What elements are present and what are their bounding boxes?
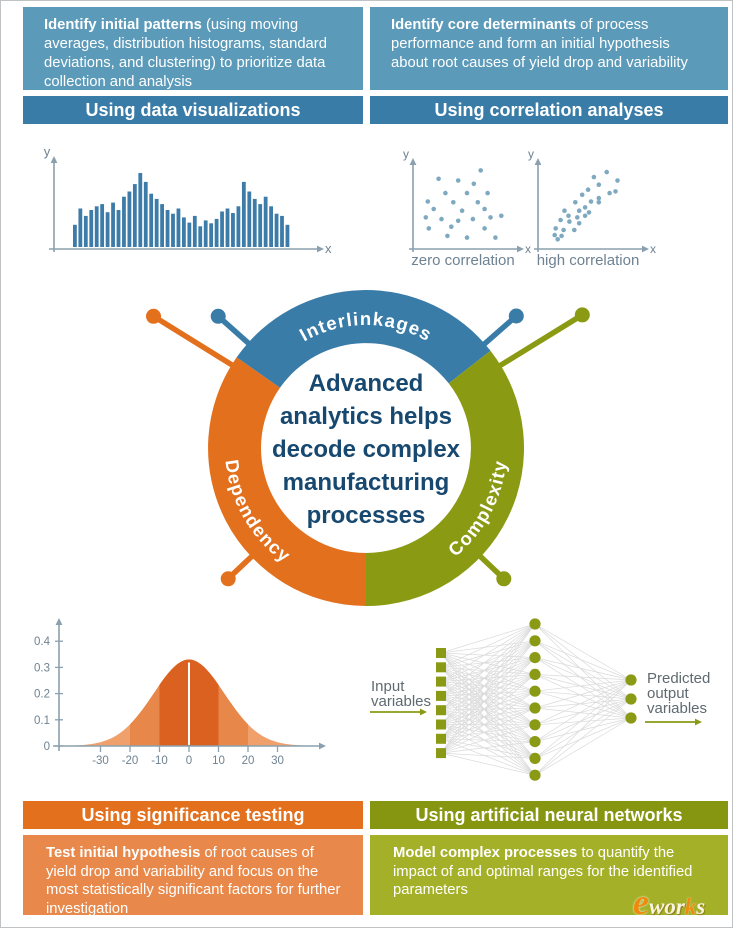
svg-text:0: 0 — [44, 741, 50, 753]
pin-dot — [496, 571, 512, 587]
pin-dot — [574, 307, 590, 323]
histogram-chart: yx — [44, 144, 332, 256]
logo-text: s — [696, 894, 706, 919]
svg-text:x: x — [325, 241, 332, 256]
description-lead: Identify initial patterns — [44, 17, 202, 33]
description-lead: Test initial hypothesis — [46, 845, 201, 861]
axis-arrow-icon — [50, 156, 58, 163]
nn-connections — [440, 623, 632, 776]
description-body: (using moving averages, distribution his… — [44, 17, 327, 90]
nn-nodes — [436, 618, 637, 781]
donut-segments — [208, 290, 525, 606]
svg-text:-30: -30 — [92, 755, 109, 767]
axis-arrow-icon — [695, 718, 702, 726]
description-data-visualizations: Identify initial patterns (using moving … — [23, 7, 363, 90]
scatter-plot: y x high correlation — [528, 147, 656, 269]
svg-text:zero correlation: zero correlation — [411, 252, 514, 269]
header-using-artificial-neural-networks: Using artificial neural networks — [370, 801, 728, 829]
svg-text:30: 30 — [271, 755, 284, 767]
svg-text:0.1: 0.1 — [34, 715, 50, 727]
header-using-correlation-analyses: Using correlation analyses — [370, 96, 728, 124]
axis-arrow-icon — [55, 618, 63, 625]
donut-center-line: analytics helps — [279, 403, 453, 430]
axis-arrow-icon — [317, 245, 324, 253]
axis-arrow-icon — [409, 158, 417, 165]
axis-arrow-icon — [319, 742, 326, 750]
donut-segment — [366, 350, 525, 606]
description-significance-testing: Test initial hypothesis of root causes o… — [23, 835, 363, 917]
svg-text:0.2: 0.2 — [34, 689, 50, 701]
svg-text:variables: variables — [371, 693, 431, 710]
svg-text:Predicted: Predicted — [647, 670, 710, 687]
header-using-significance-testing: Using significance testing — [23, 801, 363, 829]
svg-text:Input: Input — [371, 678, 405, 695]
description-lead: Identify core determinants — [391, 17, 577, 33]
donut-center-line: manufacturing — [282, 469, 450, 496]
svg-text:y: y — [403, 147, 409, 161]
description-body: of process performance and form an initi… — [391, 17, 688, 71]
scatter-charts: y x zero correlation y x high correlation — [403, 147, 656, 269]
pin-dot — [210, 308, 226, 324]
svg-text:y: y — [44, 144, 51, 159]
pin-dot — [146, 308, 161, 324]
donut-center-line: decode complex — [271, 436, 461, 463]
svg-text:0: 0 — [186, 755, 192, 767]
donut-center-line: processes — [306, 502, 426, 529]
svg-text:0.4: 0.4 — [34, 636, 51, 648]
donut-center-line: Advanced — [308, 370, 424, 397]
svg-text:x: x — [525, 242, 531, 256]
svg-text:variables: variables — [647, 700, 707, 717]
donut-center-text: Advanced analytics helps decode complex … — [236, 367, 496, 532]
eworks-logo: eworks — [633, 881, 705, 923]
svg-text:x: x — [650, 242, 656, 256]
header-using-data-visualizations: Using data visualizations — [23, 96, 363, 124]
svg-text:y: y — [528, 147, 534, 161]
axis-arrow-icon — [420, 708, 427, 716]
donut-segment — [236, 290, 491, 388]
description-body: of root causes of yield drop and variabi… — [46, 845, 341, 917]
svg-text:-10: -10 — [151, 755, 168, 767]
axis-arrow-icon — [517, 245, 524, 253]
distribution-chart: 0 0.1 0.2 0.3 0.4 -30 -20 -10 0 10 20 30 — [34, 618, 326, 767]
donut-segment — [208, 357, 366, 606]
logo-letter-e: e — [633, 882, 649, 922]
axis-arrow-icon — [534, 158, 542, 165]
description-body: to quantify the impact of and optimal ra… — [393, 845, 693, 898]
svg-text:output: output — [647, 685, 690, 702]
logo-text: wor — [648, 894, 685, 919]
description-lead: Model complex processes — [393, 845, 578, 861]
svg-text:10: 10 — [212, 755, 225, 767]
svg-text:high correlation: high correlation — [537, 252, 640, 269]
description-correlation-analyses: Identify core determinants of process pe… — [370, 7, 728, 90]
pin-dot — [508, 308, 524, 324]
axis-arrow-icon — [642, 245, 649, 253]
scatter-plot: y x zero correlation — [403, 147, 531, 269]
svg-text:-20: -20 — [122, 755, 139, 767]
svg-text:0.3: 0.3 — [34, 662, 50, 674]
svg-text:20: 20 — [242, 755, 255, 767]
histogram-bars — [73, 173, 290, 247]
pin-dot — [220, 571, 236, 587]
logo-letter-k: k — [684, 894, 697, 919]
description-neural-networks: Model complex processes to quantify the … — [370, 835, 728, 915]
